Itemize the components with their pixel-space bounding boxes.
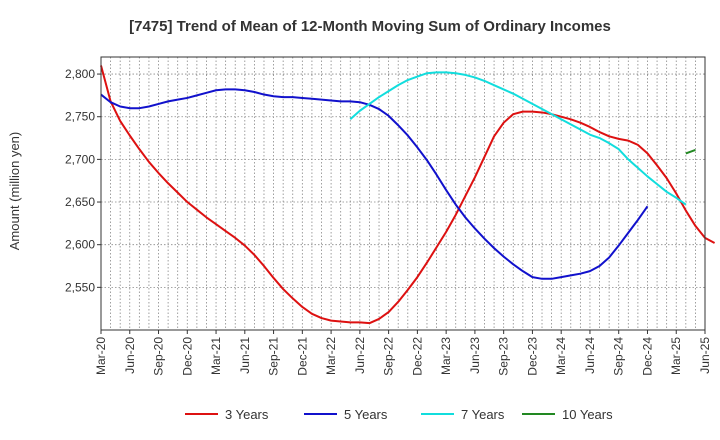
y-axis-label: Amount (million yen)	[7, 132, 22, 251]
series-line-5-years	[100, 88, 649, 280]
legend: 3 Years 5 Years 7 Years 10 Years	[185, 407, 613, 422]
x-tick-label: Jun-21	[238, 337, 252, 374]
legend-label-5-years: 5 Years	[344, 407, 388, 422]
x-tick-label: Dec-20	[180, 337, 194, 376]
series-line-10-years	[685, 149, 696, 155]
series-lines	[100, 65, 716, 325]
x-tick-label: Jun-24	[583, 337, 597, 374]
x-tick-label: Sep-20	[152, 337, 166, 376]
y-tick-label: 2,650	[65, 195, 95, 209]
legend-label-10-years: 10 Years	[562, 407, 613, 422]
x-tick-label: Mar-20	[94, 337, 108, 375]
x-tick-label: Jun-23	[468, 337, 482, 374]
y-tick-label: 2,800	[65, 67, 95, 81]
x-tick-label: Jun-20	[123, 337, 137, 374]
series-line-3-years	[100, 65, 716, 325]
x-axis: Mar-20 Jun-20 Sep-20 Dec-20 Mar-21 Jun-21 Sep-…	[94, 330, 712, 376]
x-tick-label: Mar-23	[439, 337, 453, 375]
x-tick-label: Dec-24	[640, 337, 654, 376]
x-tick-label: Mar-25	[669, 337, 683, 375]
y-tick-label: 2,700	[65, 152, 95, 166]
legend-label-7-years: 7 Years	[461, 407, 505, 422]
chart-title: [7475] Trend of Mean of 12-Month Moving …	[129, 18, 611, 35]
grid	[101, 57, 705, 330]
x-tick-label: Dec-21	[295, 337, 309, 376]
plot-area	[101, 57, 705, 330]
x-tick-label: Dec-23	[525, 337, 539, 376]
y-tick-label: 2,600	[65, 238, 95, 252]
legend-label-3-years: 3 Years	[225, 407, 269, 422]
y-tick-label: 2,550	[65, 280, 95, 294]
plot-border	[100, 56, 706, 331]
x-tick-label: Mar-24	[554, 337, 568, 375]
x-tick-label: Sep-24	[612, 337, 626, 376]
y-tick-label: 2,750	[65, 110, 95, 124]
x-tick-label: Mar-21	[209, 337, 223, 375]
plot-background	[101, 57, 705, 330]
plot-frame	[100, 56, 706, 331]
x-tick-label: Sep-22	[382, 337, 396, 376]
x-tick-label: Dec-22	[410, 337, 424, 376]
x-tick-label: Sep-21	[267, 337, 281, 376]
x-tick-label: Jun-25	[698, 337, 712, 374]
x-tick-label: Mar-22	[324, 337, 338, 375]
x-tick-label: Sep-23	[497, 337, 511, 376]
x-tick-label: Jun-22	[353, 337, 367, 374]
y-axis: 2,550 2,600 2,650 2,700 2,750 2,800	[65, 67, 101, 294]
series-line-7-years	[349, 71, 687, 206]
